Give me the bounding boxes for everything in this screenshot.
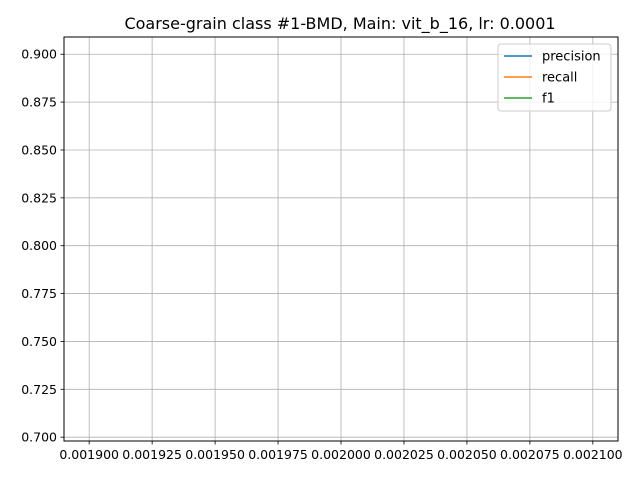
x-tick-label: 0.001950 xyxy=(185,447,245,462)
legend: precision recall f1 xyxy=(497,43,612,112)
y-tick-label: 0.800 xyxy=(21,238,57,253)
legend-label-f1: f1 xyxy=(542,92,555,107)
y-tick-label: 0.875 xyxy=(21,95,57,110)
legend-label-precision: precision xyxy=(542,50,601,65)
x-tick-label: 0.002100 xyxy=(563,447,623,462)
legend-box xyxy=(497,43,612,112)
x-tick-label: 0.001925 xyxy=(122,447,182,462)
x-tick-label: 0.001975 xyxy=(248,447,308,462)
legend-label-recall: recall xyxy=(542,71,577,86)
x-tick-label: 0.002000 xyxy=(311,447,371,462)
y-tick-label: 0.850 xyxy=(21,142,57,157)
chart-title: Coarse-grain class #1-BMD, Main: vit_b_1… xyxy=(124,14,555,34)
y-tick-label: 0.725 xyxy=(21,382,57,397)
y-tick-label: 0.825 xyxy=(21,190,57,205)
x-tick-label: 0.001900 xyxy=(59,447,119,462)
x-tick-label: 0.002050 xyxy=(437,447,497,462)
y-tick-label: 0.900 xyxy=(21,47,57,62)
y-tick-label: 0.700 xyxy=(21,430,57,445)
y-tick-label: 0.775 xyxy=(21,286,57,301)
y-axis: 0.700 0.725 0.750 0.775 0.800 0.825 0.850 0.875… xyxy=(21,47,64,445)
y-tick-label: 0.750 xyxy=(21,334,57,349)
x-tick-label: 0.002025 xyxy=(374,447,434,462)
x-tick-label: 0.002075 xyxy=(500,447,560,462)
x-axis: 0.001900 0.001925 0.001950 0.001975 0.002000… xyxy=(59,441,623,462)
